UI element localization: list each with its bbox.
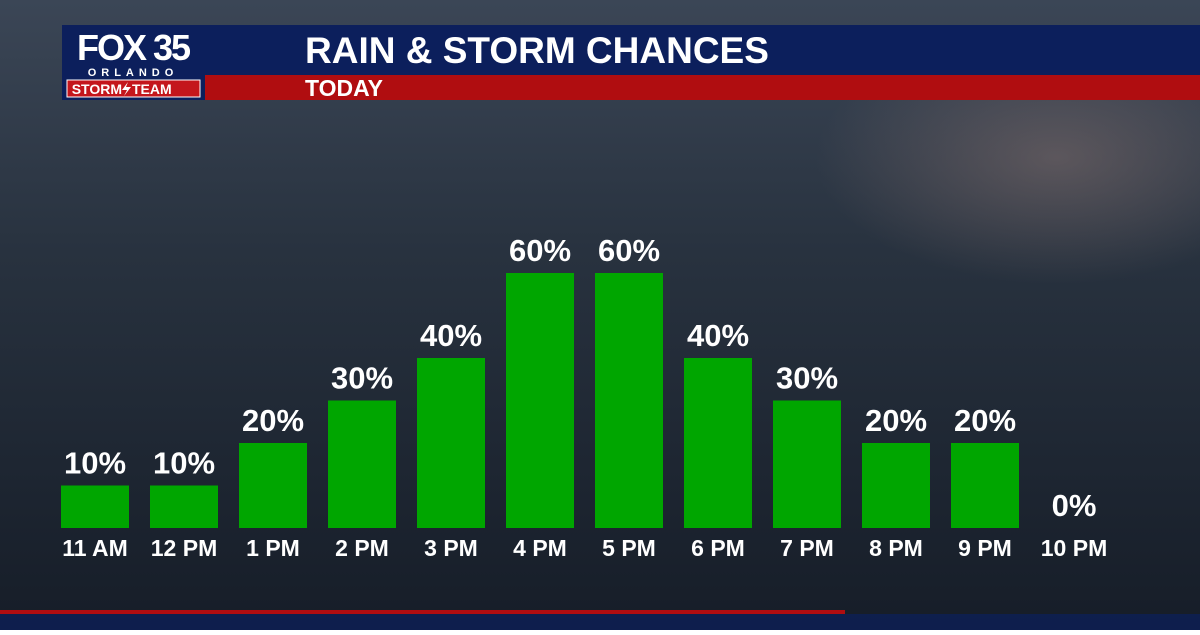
bar <box>506 273 574 528</box>
value-label: 0% <box>1052 488 1097 523</box>
bar <box>417 358 485 528</box>
value-label: 40% <box>687 318 749 353</box>
x-tick-label: 6 PM <box>691 535 745 561</box>
x-tick-label: 8 PM <box>869 535 923 561</box>
value-label: 60% <box>509 233 571 268</box>
value-label: 20% <box>954 403 1016 438</box>
value-label: 40% <box>420 318 482 353</box>
bar <box>328 400 396 528</box>
value-label: 20% <box>865 403 927 438</box>
value-label: 60% <box>598 233 660 268</box>
x-tick-label: 7 PM <box>780 535 834 561</box>
value-label: 10% <box>64 446 126 481</box>
logo-bolt <box>122 82 131 96</box>
bar <box>150 485 218 528</box>
logo-city: ORLANDO <box>88 67 179 79</box>
footer-band <box>0 614 1200 630</box>
subtitle-band <box>205 75 1200 100</box>
chart-title: RAIN & STORM CHANCES <box>305 30 769 71</box>
logo-team: TEAM <box>132 81 172 97</box>
bar <box>61 485 129 528</box>
logo-brand: FOX 35 <box>77 27 191 68</box>
footer-line <box>0 610 845 614</box>
value-label: 10% <box>153 446 215 481</box>
value-label: 30% <box>776 361 838 396</box>
bar <box>951 443 1019 528</box>
logo-team: STORM <box>72 81 122 97</box>
x-tick-label: 9 PM <box>958 535 1012 561</box>
value-label: 30% <box>331 361 393 396</box>
bar <box>595 273 663 528</box>
bar <box>773 400 841 528</box>
value-label: 20% <box>242 403 304 438</box>
chart-subtitle: TODAY <box>305 75 383 101</box>
x-tick-label: 1 PM <box>246 535 300 561</box>
x-tick-label: 11 AM <box>62 535 128 561</box>
bar <box>862 443 930 528</box>
x-tick-label: 10 PM <box>1041 535 1107 561</box>
bar <box>684 358 752 528</box>
x-tick-label: 5 PM <box>602 535 656 561</box>
x-tick-label: 2 PM <box>335 535 389 561</box>
x-tick-label: 12 PM <box>151 535 217 561</box>
bar <box>239 443 307 528</box>
x-tick-label: 3 PM <box>424 535 478 561</box>
logo-team-box <box>66 79 201 98</box>
title-band <box>205 25 1200 75</box>
x-tick-label: 4 PM <box>513 535 567 561</box>
